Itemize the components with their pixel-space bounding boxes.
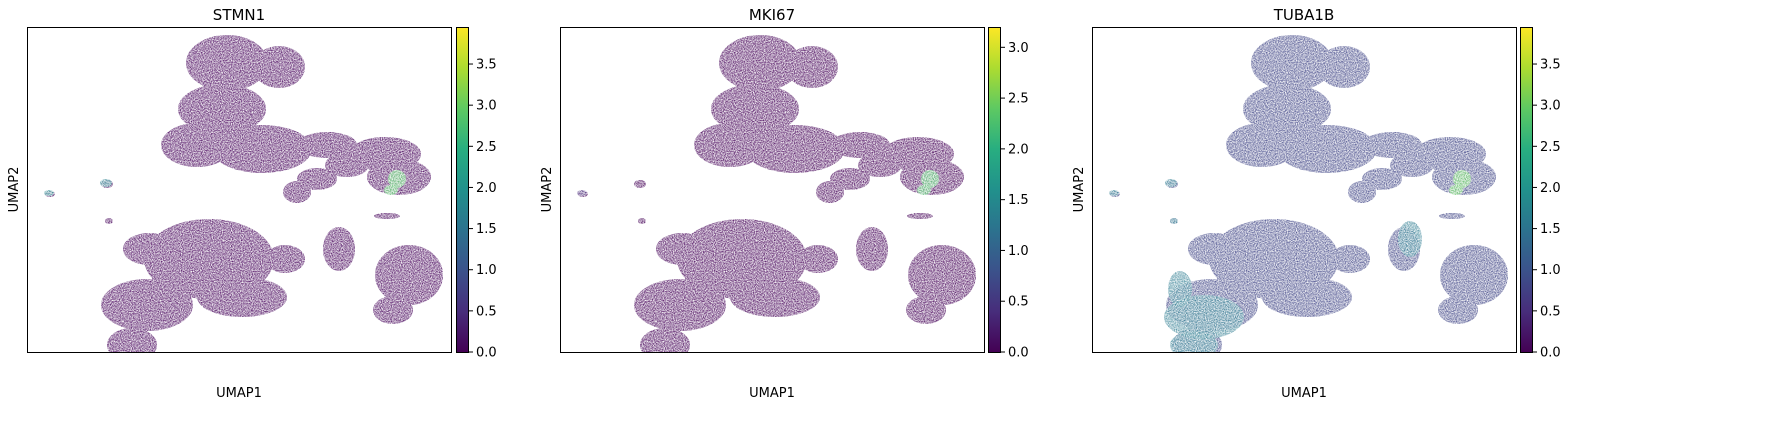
colorbar-tick-label: 0.5: [1540, 304, 1561, 319]
colorbar-tick-label: 1.5: [476, 222, 497, 237]
axes-frame: [1092, 27, 1517, 353]
axes-frame: [27, 27, 452, 353]
colorbar-tick-label: 2.5: [476, 140, 497, 155]
colorbar: [1520, 27, 1532, 352]
colorbar-tick-label: 3.0: [1008, 41, 1029, 56]
colorbar-tick-label: 1.5: [1540, 222, 1561, 237]
highlight-cells: [1109, 190, 1119, 196]
highlight-cells: [917, 185, 931, 195]
x-axis-label: UMAP1: [216, 386, 262, 401]
panel-title: MKI67: [749, 6, 795, 24]
umap-panel: STMN1 UMAP1 UMAP2 0.0 0.5 1.0 1.5 2.0 2.5 3.0 3.5: [7, 6, 497, 401]
y-axis-label: UMAP2: [1072, 167, 1087, 213]
colorbar-tick-label: 3.0: [476, 99, 497, 114]
x-axis-label: UMAP1: [1281, 386, 1327, 401]
colorbar-tick-label: 3.5: [1540, 58, 1561, 73]
highlight-cells: [1164, 295, 1244, 339]
panel-title: TUBA1B: [1273, 6, 1335, 24]
highlight-cells: [388, 170, 406, 188]
colorbar-tick-label: 2.5: [1540, 140, 1561, 155]
colorbar-tick-label: 2.5: [1008, 92, 1029, 107]
colorbar-frame: [1520, 27, 1533, 353]
colorbar-tick-label: 1.0: [476, 263, 497, 278]
highlight-cells: [921, 170, 939, 188]
highlight-cells: [44, 190, 54, 196]
colorbar-frame: [988, 27, 1001, 353]
colorbar-tick-label: 3.0: [1540, 99, 1561, 114]
colorbar: [988, 27, 1000, 352]
colorbar: [456, 27, 468, 352]
highlight-cells: [1398, 221, 1422, 257]
x-axis-label: UMAP1: [749, 386, 795, 401]
colorbar-tick-label: 2.0: [1540, 181, 1561, 196]
highlight-cells: [100, 179, 112, 187]
colorbar-tick-label: 2.0: [1008, 142, 1029, 157]
colorbar-tick-label: 1.0: [1540, 263, 1561, 278]
colorbar-tick-label: 0.0: [476, 346, 497, 361]
colorbar-tick-label: 0.0: [1008, 346, 1029, 361]
scatter-points: [577, 35, 976, 352]
umap-panel: TUBA1B UMAP1 UMAP2 0.0 0.5 1.0 1.5 2.0 2.5 3.0 3.5: [1072, 6, 1561, 401]
cell-cloud-core: [45, 35, 443, 352]
colorbar-tick-label: 1.5: [1008, 193, 1029, 208]
colorbar-tick-label: 1.0: [1008, 244, 1029, 259]
highlight-cells: [1168, 271, 1192, 307]
scatter-points: [44, 35, 443, 352]
highlight-cells: [1170, 218, 1178, 224]
colorbar-tick-label: 2.0: [476, 181, 497, 196]
highlight-cells: [384, 185, 398, 195]
scatter-points: [1109, 35, 1508, 352]
highlight-cells: [1165, 179, 1177, 187]
colorbar-tick-label: 0.0: [1540, 346, 1561, 361]
cell-cloud-core: [578, 35, 976, 352]
colorbar-frame: [456, 27, 469, 353]
colorbar-tick-label: 3.5: [476, 58, 497, 73]
colorbar-tick-label: 0.5: [476, 304, 497, 319]
umap-panel: MKI67 UMAP1 UMAP2 0.0 0.5 1.0 1.5 2.0 2.5 3.0: [540, 6, 1029, 401]
panel-title: STMN1: [213, 6, 265, 24]
highlight-cells: [1453, 170, 1471, 188]
highlight-cells: [577, 190, 587, 196]
colorbar-tick-label: 0.5: [1008, 295, 1029, 310]
highlight-cells: [1170, 331, 1218, 352]
y-axis-label: UMAP2: [7, 167, 22, 213]
axes-frame: [560, 27, 985, 353]
highlight-cells: [1449, 185, 1463, 195]
y-axis-label: UMAP2: [540, 167, 555, 213]
